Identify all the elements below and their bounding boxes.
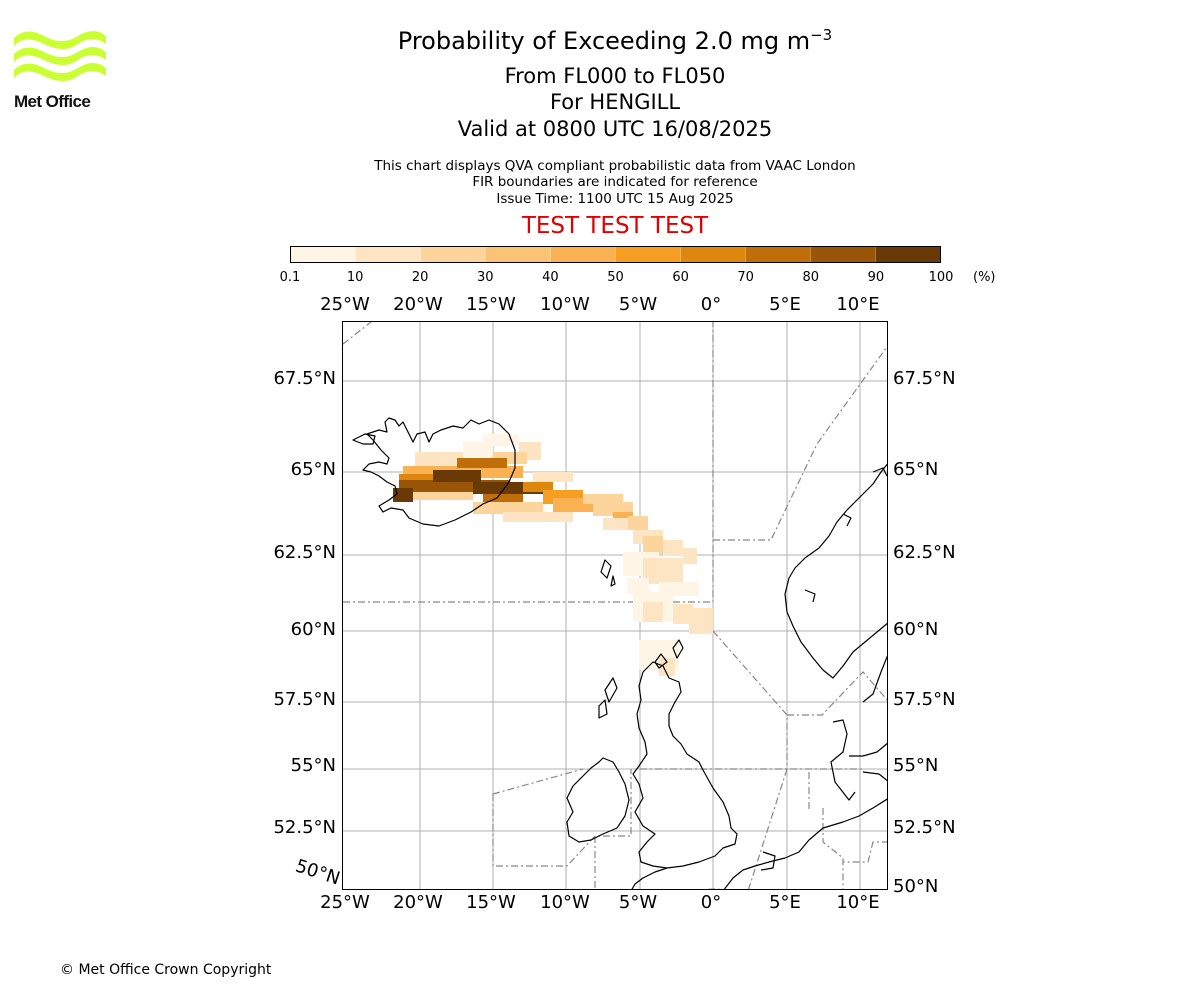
longitude-label-top: 0°	[700, 294, 722, 315]
colorbar-tick-label: 30	[477, 270, 494, 285]
longitude-label-bottom: 5°W	[618, 892, 658, 913]
latitude-label-corner: 50°N	[292, 855, 343, 890]
fir-note: FIR boundaries are indicated for referen…	[472, 174, 758, 190]
longitude-label-bottom: 25°W	[320, 892, 370, 913]
test-banner: TEST TEST TEST	[521, 213, 709, 239]
met-office-logo	[14, 30, 108, 112]
latitude-label-right: 50°N	[893, 876, 939, 897]
longitude-label-bottom: 5°E	[769, 892, 801, 913]
ash-probability-field	[393, 434, 713, 676]
longitude-label-bottom: 10°W	[540, 892, 590, 913]
longitude-label-bottom: 20°W	[393, 892, 443, 913]
logo-text: Met Office	[14, 92, 91, 111]
latitude-label-right: 60°N	[893, 619, 939, 640]
longitude-label-bottom: 10°E	[836, 892, 880, 913]
colorbar-bin	[876, 247, 940, 262]
colorbar-bin	[421, 247, 486, 262]
colorbar-bin	[811, 247, 876, 262]
graticule	[343, 322, 887, 889]
colorbar-tick-label: 60	[672, 270, 689, 285]
colorbar-bin	[356, 247, 421, 262]
latitude-label-right: 62.5°N	[893, 542, 956, 563]
colorbar-tick-label: 40	[542, 270, 559, 285]
colorbar-tick-label: 20	[411, 270, 429, 285]
colorbar-tick-label: 10	[346, 270, 364, 285]
colorbar-bin	[746, 247, 811, 262]
colorbar-tick-label: 90	[867, 270, 885, 285]
longitude-label-top: 25°W	[320, 294, 370, 315]
latitude-label-right: 52.5°N	[893, 817, 956, 838]
colorbar-bin	[486, 247, 551, 262]
chart-title: Probability of Exceeding 2.0 mg m−3	[397, 26, 833, 55]
map-panel	[342, 321, 888, 890]
latitude-label-left: 62.5°N	[273, 542, 336, 563]
longitude-label-top: 5°W	[618, 294, 658, 315]
colorbar-unit: (%)	[973, 270, 996, 285]
longitude-label-top: 5°E	[769, 294, 801, 315]
latitude-label-right: 65°N	[893, 459, 939, 480]
latitude-label-left: 57.5°N	[273, 689, 336, 710]
colorbar-tick-label: 0.1	[279, 270, 301, 285]
colorbar-tick-label: 50	[607, 270, 624, 285]
coastlines	[352, 417, 887, 889]
location: For HENGILL	[549, 90, 681, 114]
longitude-label-top: 20°W	[393, 294, 443, 315]
longitude-label-top: 10°W	[540, 294, 590, 315]
colorbar	[290, 246, 941, 263]
longitude-label-bottom: 0°	[700, 892, 722, 913]
colorbar-bin	[291, 247, 356, 262]
latitude-label-right: 57.5°N	[893, 689, 956, 710]
flight-levels: From FL000 to FL050	[504, 64, 726, 88]
longitude-label-bottom: 15°W	[466, 892, 516, 913]
latitude-label-left: 60°N	[290, 619, 336, 640]
fir-boundaries	[343, 322, 887, 889]
colorbar-bin	[681, 247, 746, 262]
latitude-label-left: 65°N	[290, 459, 336, 480]
copyright-notice: © Met Office Crown Copyright	[60, 962, 272, 978]
chart-note: This chart displays QVA compliant probab…	[374, 158, 856, 174]
latitude-label-right: 55°N	[893, 755, 939, 776]
longitude-label-top: 10°E	[836, 294, 880, 315]
latitude-label-left: 55°N	[290, 755, 336, 776]
longitude-label-top: 15°W	[466, 294, 516, 315]
colorbar-tick-label: 100	[928, 270, 954, 285]
issue-time: Issue Time: 1100 UTC 15 Aug 2025	[496, 191, 734, 207]
valid-time: Valid at 0800 UTC 16/08/2025	[457, 117, 773, 141]
colorbar-bin	[616, 247, 681, 262]
latitude-label-right: 67.5°N	[893, 368, 956, 389]
colorbar-tick-label: 80	[802, 270, 820, 285]
latitude-label-left: 67.5°N	[273, 368, 336, 389]
colorbar-tick-label: 70	[737, 270, 754, 285]
colorbar-bin	[551, 247, 616, 262]
latitude-label-left: 52.5°N	[273, 817, 336, 838]
